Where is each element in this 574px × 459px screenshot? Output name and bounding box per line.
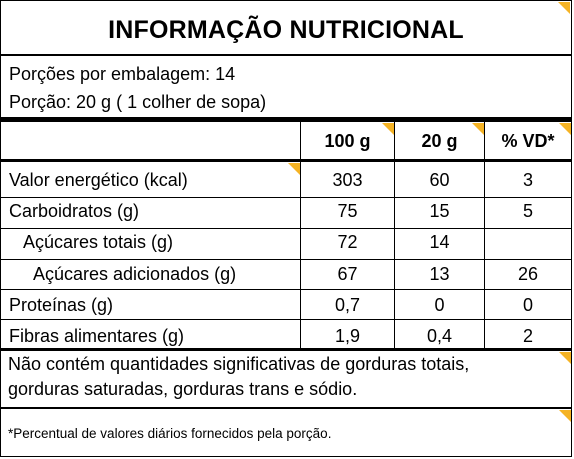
row-divider — [1, 259, 571, 260]
footnote-divider — [1, 407, 571, 409]
column-divider — [484, 122, 485, 350]
corner-triangle-icon — [558, 2, 570, 14]
value-vd: 0 — [522, 295, 533, 315]
row-label: Valor energético (kcal) — [9, 170, 188, 190]
value-vd: 2 — [522, 326, 533, 346]
corner-triangle-icon — [382, 123, 394, 135]
row-divider — [1, 319, 571, 320]
value-20g: 15 — [429, 201, 450, 221]
column-header-100g: 100 g — [324, 131, 371, 151]
value-vd: 26 — [517, 264, 539, 284]
corner-triangle-icon — [288, 163, 300, 175]
row-divider — [1, 289, 571, 290]
row-label: Açúcares adicionados (g) — [33, 264, 237, 284]
corner-triangle-icon — [559, 410, 571, 422]
corner-triangle-icon — [559, 352, 571, 364]
column-header-20g: 20 g — [421, 131, 458, 151]
servings-per-package: Porções por embalagem: 14 — [9, 64, 236, 84]
header-divider — [1, 159, 571, 162]
value-100g: 1,9 — [334, 326, 361, 346]
row-divider — [1, 197, 571, 198]
value-20g: 0,4 — [426, 326, 453, 346]
label-title: INFORMAÇÃO NUTRICIONAL — [108, 16, 464, 44]
value-20g: 0 — [434, 295, 445, 315]
value-20g: 60 — [429, 170, 450, 190]
row-label: Açúcares totais (g) — [23, 232, 174, 252]
note-line-1: Não contém quantidades significativas de… — [8, 354, 470, 374]
serving-size: Porção: 20 g ( 1 colher de sopa) — [9, 92, 267, 112]
value-100g: 0,7 — [334, 295, 361, 315]
column-header-vd: % VD* — [501, 131, 555, 151]
column-divider — [394, 122, 395, 350]
table-bottom-divider — [1, 348, 571, 351]
note-line-2: gorduras saturadas, gorduras trans e sód… — [8, 379, 358, 399]
row-divider — [1, 228, 571, 229]
column-divider — [300, 122, 301, 350]
table-top-divider — [1, 117, 571, 122]
value-20g: 14 — [429, 232, 450, 252]
row-label: Carboidratos (g) — [9, 201, 140, 221]
value-vd: 3 — [522, 170, 533, 190]
corner-triangle-icon — [472, 123, 484, 135]
footnote: *Percentual de valores diários fornecido… — [8, 426, 332, 441]
value-100g: 75 — [337, 201, 358, 221]
value-20g: 13 — [429, 264, 450, 284]
row-label: Proteínas (g) — [9, 295, 114, 315]
value-100g: 303 — [332, 170, 363, 190]
value-100g: 72 — [337, 232, 358, 252]
row-label: Fibras alimentares (g) — [9, 326, 185, 346]
title-divider — [1, 54, 571, 56]
value-100g: 67 — [337, 264, 358, 284]
corner-triangle-icon — [559, 123, 571, 135]
value-vd: 5 — [522, 201, 533, 221]
